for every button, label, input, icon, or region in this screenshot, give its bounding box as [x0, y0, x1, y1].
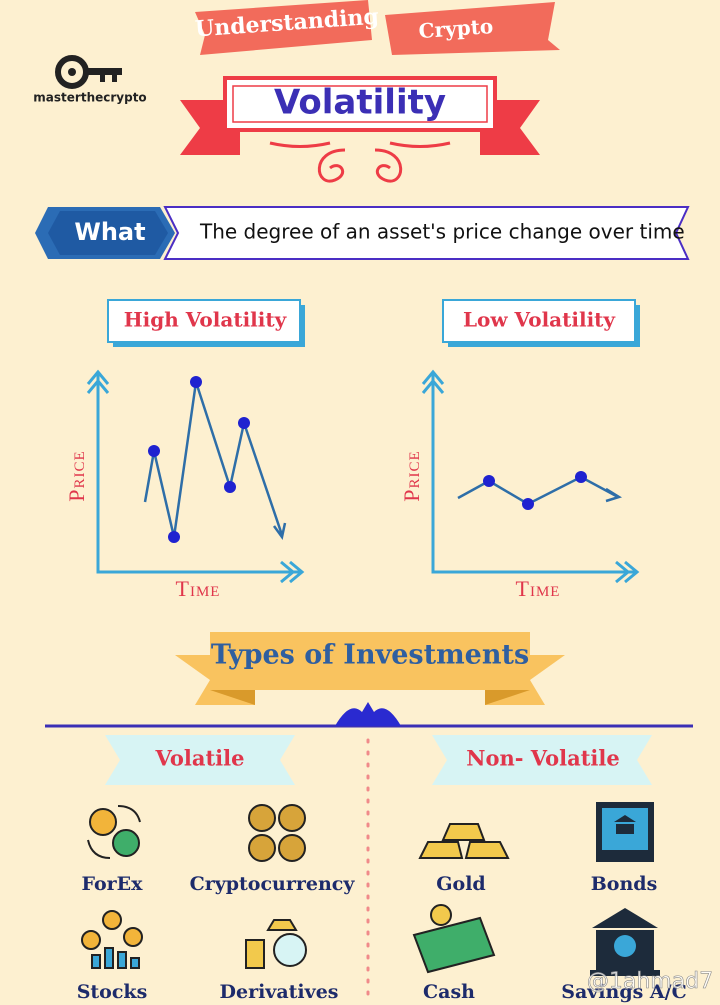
icon-part	[112, 829, 140, 857]
chart-title: High Volatility	[124, 308, 288, 332]
icon-part	[248, 804, 276, 832]
chart-title-box	[107, 299, 301, 343]
icon-part	[575, 471, 587, 483]
savings-icon	[590, 908, 660, 976]
definition-label-inner	[48, 211, 168, 255]
chart-title-box	[442, 299, 636, 343]
ribbon	[385, 2, 560, 55]
y-axis-label: Price	[399, 450, 424, 501]
ribbon	[195, 0, 372, 55]
line-arrow	[605, 487, 623, 503]
x-axis-label: Time	[176, 576, 221, 601]
icon-part	[91, 954, 101, 969]
banner-text: Crypto	[418, 14, 494, 43]
cash-icon	[412, 904, 496, 974]
icon-part	[590, 970, 660, 976]
axis-arrow	[86, 369, 305, 584]
icon-part	[102, 910, 122, 930]
derivatives-icon	[245, 919, 307, 969]
stocks-icon	[81, 910, 143, 969]
icon-part	[266, 919, 298, 931]
icon-part	[104, 947, 114, 969]
icon-part	[112, 75, 117, 82]
definition-text: The degree of an asset's price change ov…	[199, 220, 685, 244]
icon-part	[117, 951, 127, 969]
item-label: Cryptocurrency	[190, 873, 356, 895]
icon-part	[418, 841, 464, 859]
definition-box	[163, 206, 690, 260]
group-banner	[105, 735, 295, 785]
icon-part	[522, 498, 534, 510]
ribbon-fold	[210, 690, 255, 705]
axis	[96, 372, 302, 574]
icon-part	[190, 376, 202, 388]
item-label: Stocks	[77, 981, 148, 1003]
item-label: Derivatives	[220, 981, 339, 1003]
chart-title: Low Volatility	[463, 308, 616, 332]
icon-part	[614, 815, 636, 834]
icon-part	[168, 531, 180, 543]
price-dots	[483, 471, 587, 510]
definition-label: What	[74, 218, 145, 246]
item-label: Gold	[436, 873, 485, 895]
divider-ornament	[335, 702, 401, 726]
icon-part	[441, 823, 486, 841]
x-axis-label: Time	[516, 576, 561, 601]
icon-part	[278, 834, 306, 862]
types-banner	[210, 632, 530, 690]
icon-part	[614, 935, 636, 957]
watermark: @1ahmad7	[587, 969, 713, 994]
icon-part	[273, 933, 307, 967]
icon-part	[464, 841, 510, 859]
icon-part	[430, 904, 452, 926]
title: Volatility	[274, 83, 446, 123]
icon-part	[130, 957, 140, 969]
icon-part	[87, 805, 141, 859]
item-label: Bonds	[591, 873, 658, 895]
icon-part	[238, 417, 250, 429]
line-arrow	[272, 522, 287, 540]
icon-part	[68, 68, 76, 76]
logo-text: masterthecrypto	[33, 91, 146, 105]
group-banner	[432, 735, 652, 785]
icon-part	[278, 804, 306, 832]
icon-part	[592, 908, 658, 928]
item-label: Cash	[423, 981, 475, 1003]
icon-part	[224, 481, 236, 493]
group-title: Volatile	[155, 746, 245, 771]
icon-part	[248, 834, 276, 862]
icon-part	[123, 927, 143, 947]
forex-icon	[87, 805, 141, 859]
icon-part	[483, 475, 495, 487]
crypto-icon	[248, 804, 306, 862]
icon-part	[89, 808, 117, 836]
icon-part	[148, 445, 160, 457]
logo-icon	[55, 55, 122, 89]
icon-part	[412, 916, 496, 974]
types-title: Types of Investments	[211, 640, 529, 671]
item-label: Savings A/C	[561, 981, 687, 1003]
decoration	[269, 141, 451, 148]
icon-part	[100, 75, 105, 82]
icon-part	[84, 68, 122, 75]
price-dots	[148, 376, 250, 543]
group-title: Non- Volatile	[466, 746, 619, 771]
item-label: ForEx	[82, 873, 144, 895]
axis	[431, 372, 637, 574]
axis-arrow	[421, 369, 640, 584]
y-axis-label: Price	[64, 450, 89, 501]
decoration	[317, 148, 346, 183]
decoration	[374, 148, 403, 183]
title-box-inner	[232, 85, 488, 123]
bonds-icon	[596, 802, 654, 862]
icon-part	[245, 939, 265, 969]
ribbon-fold	[485, 690, 530, 705]
gold-icon	[418, 823, 510, 859]
icon-part	[81, 930, 101, 950]
